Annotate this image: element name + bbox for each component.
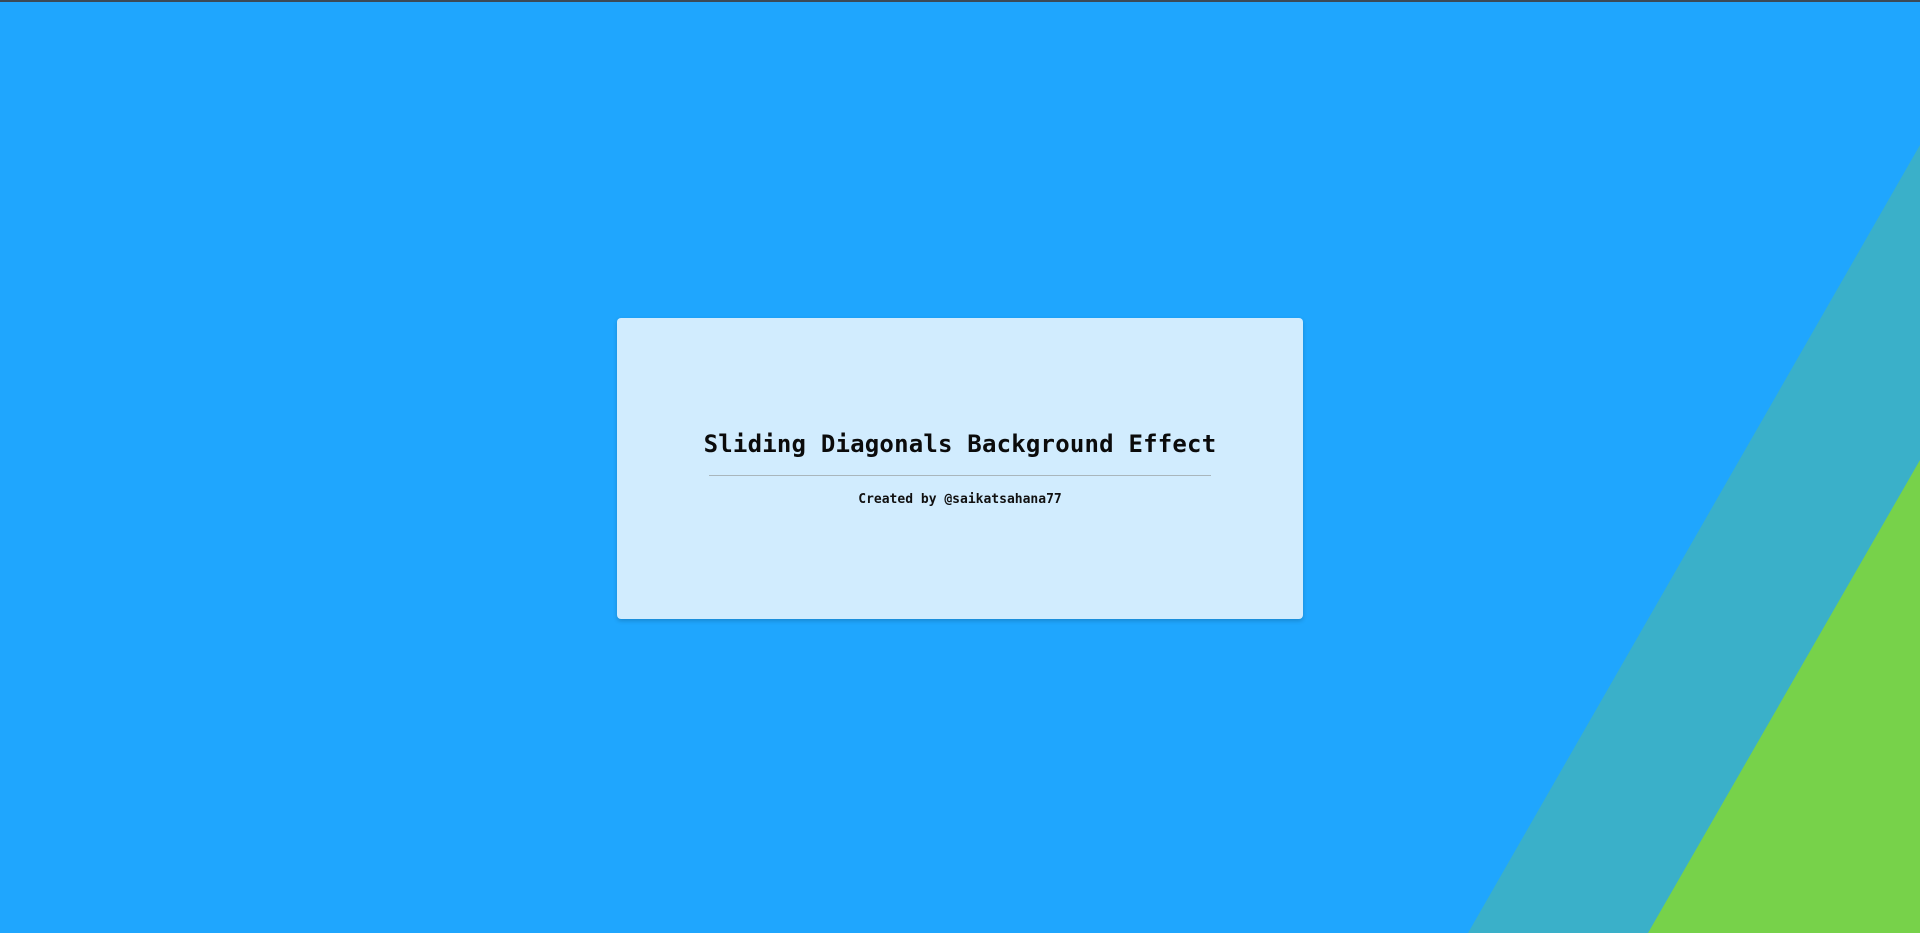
diagonal-green [1648,460,1920,933]
card-divider [709,475,1211,476]
card-title: Sliding Diagonals Background Effect [703,430,1217,458]
title-card: Sliding Diagonals Background Effect Crea… [617,318,1303,619]
browser-top-edge [0,0,1920,2]
card-credit: Created by @saikatsahana77 [858,492,1062,507]
